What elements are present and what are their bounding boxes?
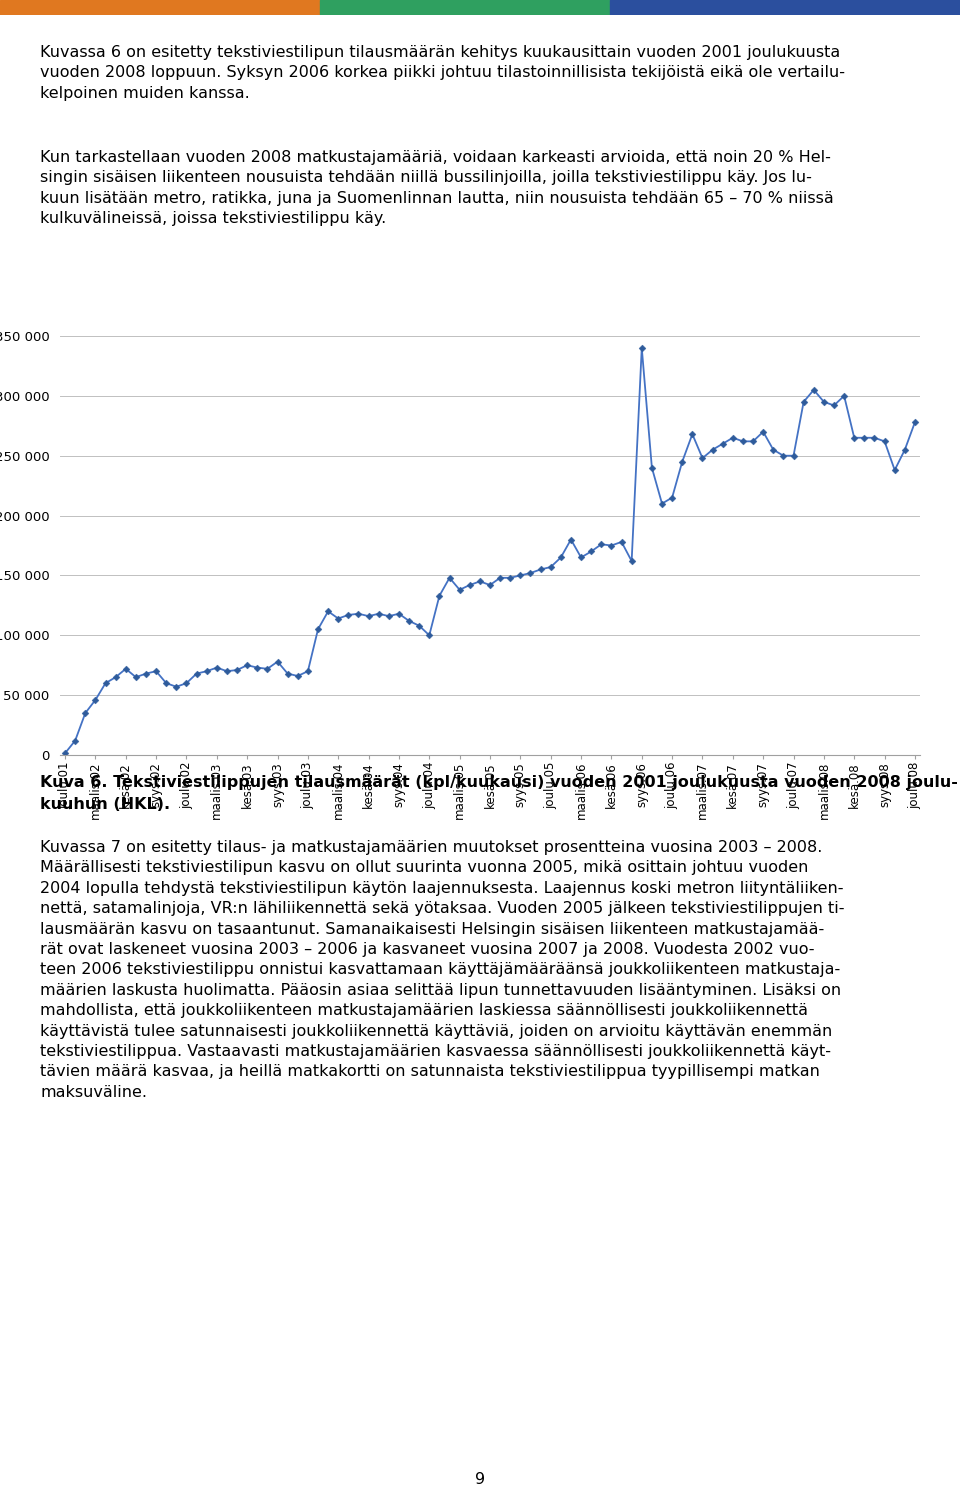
Text: kuuhun (HKL).: kuuhun (HKL). bbox=[40, 797, 170, 812]
Text: Kuva 6. Tekstiviestilippujen tilausmäärät (kpl/kuukausi) vuoden 2001 joulukuusta: Kuva 6. Tekstiviestilippujen tilausmäärä… bbox=[40, 776, 958, 789]
Bar bbox=[610, 0, 960, 15]
Text: Kuvassa 6 on esitetty tekstiviestilipun tilausmäärän kehitys kuukausittain vuode: Kuvassa 6 on esitetty tekstiviestilipun … bbox=[40, 45, 845, 101]
Bar bbox=[0, 0, 320, 15]
Text: Kun tarkastellaan vuoden 2008 matkustajamääriä, voidaan karkeasti arvioida, että: Kun tarkastellaan vuoden 2008 matkustaja… bbox=[40, 150, 833, 227]
Text: Kuvassa 7 on esitetty tilaus- ja matkustajamäärien muutokset prosentteina vuosin: Kuvassa 7 on esitetty tilaus- ja matkust… bbox=[40, 841, 845, 1099]
Text: 9: 9 bbox=[475, 1473, 485, 1488]
Bar bbox=[320, 0, 610, 15]
